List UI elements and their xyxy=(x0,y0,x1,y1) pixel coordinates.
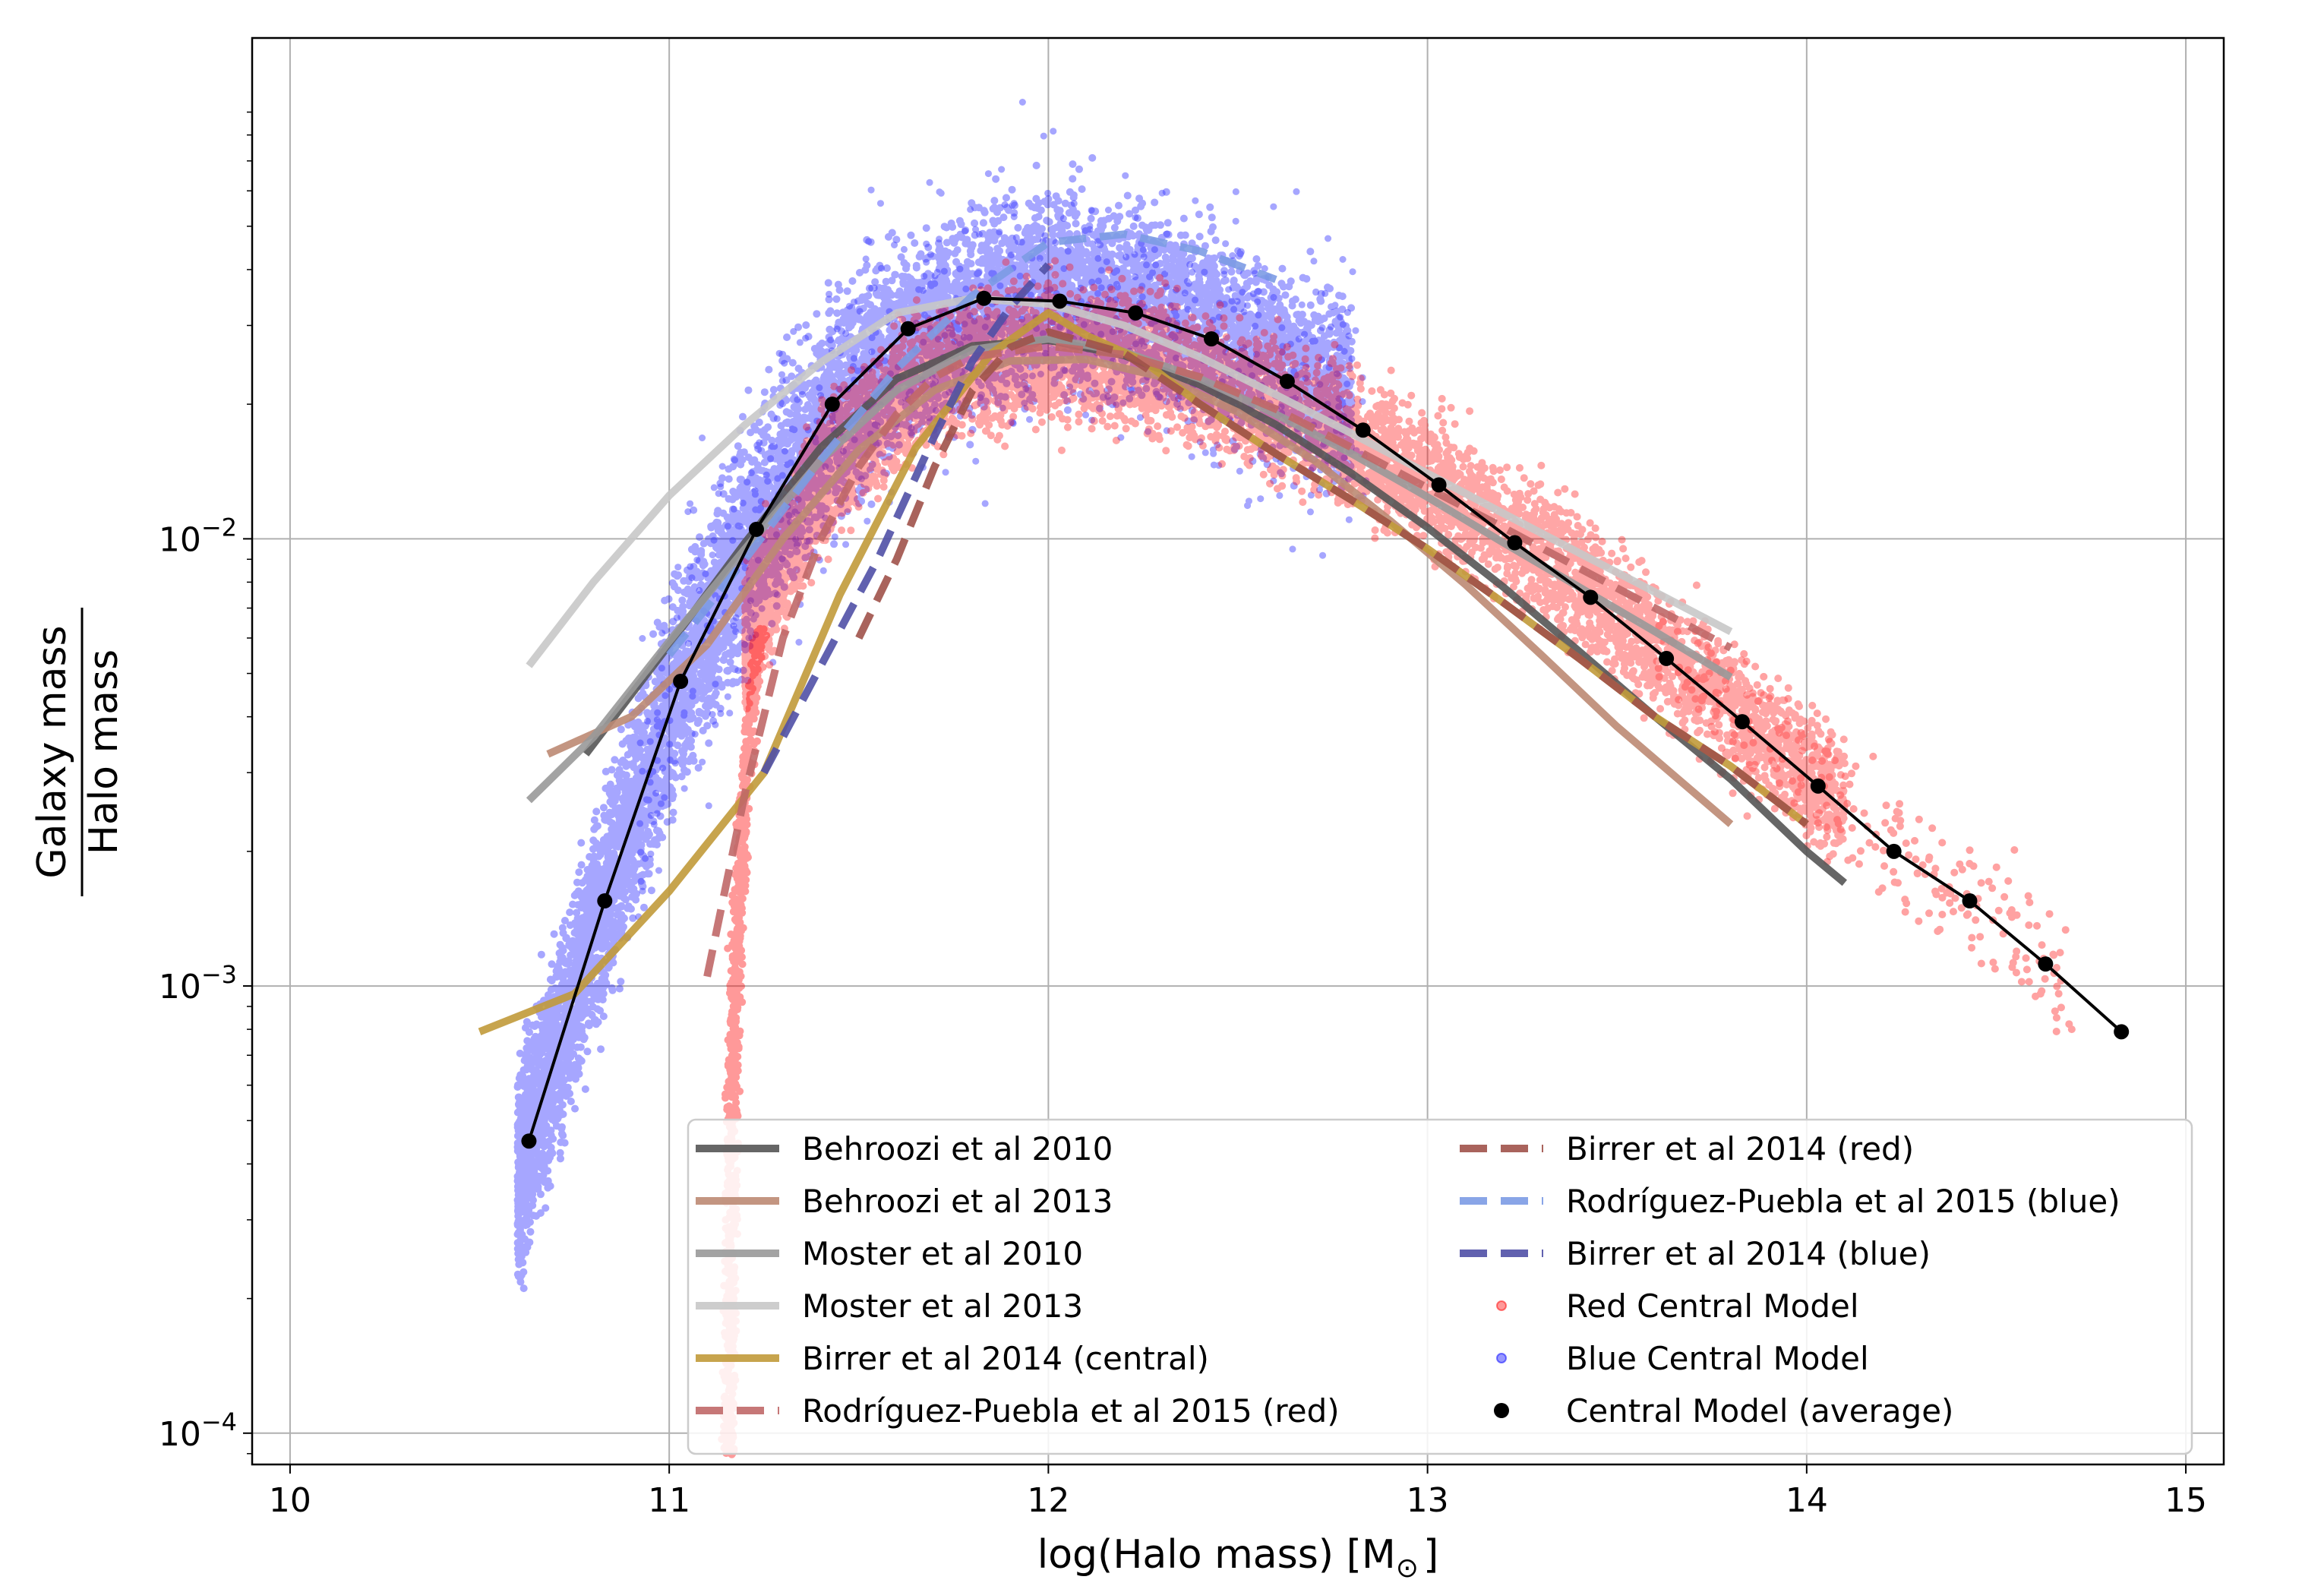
central-model-average-point xyxy=(1886,843,1902,859)
legend-point-swatch xyxy=(1494,1403,1509,1418)
legend-label: Blue Central Model xyxy=(1566,1340,1869,1377)
central-model-average-point xyxy=(1962,893,1978,909)
x-tick-label: 13 xyxy=(1407,1481,1449,1520)
central-model-average-point xyxy=(1279,374,1295,390)
central-model-average-point xyxy=(900,321,916,336)
central-model-average-line xyxy=(527,296,2123,1142)
series-line-3 xyxy=(526,294,1733,668)
y-tick-label: 10−4 xyxy=(159,1407,237,1454)
central-model-average-point xyxy=(2114,1024,2130,1040)
x-tick-label: 10 xyxy=(269,1481,311,1520)
central-model-average-point xyxy=(1431,477,1447,493)
legend-label: Red Central Model xyxy=(1566,1287,1859,1325)
y-tick-label: 10−3 xyxy=(159,960,237,1006)
x-axis-label: log(Halo mass) [M⊙] xyxy=(1037,1532,1438,1584)
central-model-average-point xyxy=(976,290,992,306)
central-model-average-point xyxy=(521,1133,537,1149)
central-model-average-point xyxy=(748,521,764,537)
legend: Behroozi et al 2010 Behroozi et al 2013 Mo… xyxy=(687,1118,2193,1455)
y-axis-label-numerator: Galaxy mass xyxy=(30,625,75,878)
series-line-1 xyxy=(546,355,1734,827)
legend-label: Behroozi et al 2013 xyxy=(802,1183,1113,1220)
central-model-average-point xyxy=(1128,305,1144,321)
red-central-model-sparse xyxy=(1653,618,2076,1035)
central-model-average-point xyxy=(597,893,613,909)
central-model-average-point xyxy=(1052,293,1068,309)
plot-frame xyxy=(251,36,2225,1466)
legend-label: Birrer et al 2014 (central) xyxy=(802,1340,1209,1377)
model-lines xyxy=(478,230,1847,1035)
y-axis-label: Galaxy mass Halo mass xyxy=(30,608,127,896)
central-model-average-point xyxy=(1659,650,1675,666)
series-line-6 xyxy=(855,328,1809,828)
series-line-5 xyxy=(703,342,1733,978)
legend-point-swatch xyxy=(1496,1353,1507,1363)
legend-label: Behroozi et al 2010 xyxy=(802,1130,1113,1167)
x-tick-label: 15 xyxy=(2165,1481,2207,1520)
central-model-average-point xyxy=(673,674,689,690)
central-model-average-point xyxy=(1204,331,1220,347)
central-model-average-point xyxy=(1507,535,1523,551)
legend-label: Rodríguez-Puebla et al 2015 (red) xyxy=(802,1392,1340,1430)
x-axis-label-subscript: ⊙ xyxy=(1396,1553,1419,1584)
central-model-average-point xyxy=(824,396,840,412)
legend-label: Moster et al 2013 xyxy=(802,1287,1083,1325)
legend-label: Birrer et al 2014 (red) xyxy=(1566,1130,1914,1167)
y-axis-label-denominator: Halo mass xyxy=(81,649,127,855)
legend-label: Central Model (average) xyxy=(1566,1392,1953,1430)
average-line xyxy=(521,290,2130,1149)
x-tick-label: 14 xyxy=(1786,1481,1828,1520)
x-tick-label: 12 xyxy=(1027,1481,1069,1520)
legend-point-swatch xyxy=(1496,1300,1507,1311)
legend-box xyxy=(687,1118,2193,1455)
series-line-8 xyxy=(760,262,1052,775)
central-model-average-point xyxy=(2038,956,2054,972)
y-tick-label: 10−2 xyxy=(159,513,237,559)
central-model-average-point xyxy=(1583,589,1599,605)
central-model-average-point xyxy=(1355,422,1371,438)
legend-label: Rodríguez-Puebla et al 2015 (blue) xyxy=(1566,1183,2120,1220)
series-line-7 xyxy=(666,230,1277,658)
legend-label: Birrer et al 2014 (blue) xyxy=(1566,1235,1931,1272)
x-axis-label-bracket: ] xyxy=(1423,1532,1438,1578)
axis-ticks: 10 11 12 13 14 15 10−4 10−3 10−2 xyxy=(159,111,2207,1520)
legend-label: Moster et al 2010 xyxy=(802,1235,1083,1272)
x-tick-label: 11 xyxy=(648,1481,690,1520)
central-model-average-point xyxy=(1810,778,1826,794)
central-model-average-point xyxy=(1734,714,1750,730)
